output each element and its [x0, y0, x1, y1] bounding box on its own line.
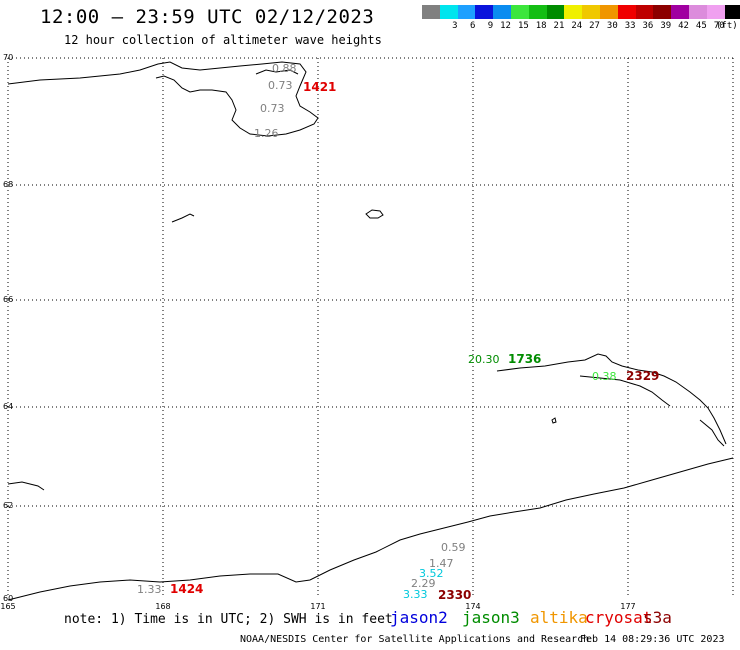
- pass-time-labels: 1421 1736 2329 2330 1424: [170, 80, 659, 602]
- satellite-legend-s3a: s3a: [643, 608, 672, 627]
- latitude-label: 62: [3, 501, 13, 510]
- coast-east-peninsula: [496, 353, 727, 445]
- wave-height-label: 2.29: [411, 577, 436, 590]
- scale-label: 24: [571, 21, 583, 31]
- island-small-b: [171, 213, 195, 223]
- coast-east-lower: [699, 419, 725, 447]
- wave-height-label: 0.73: [260, 102, 285, 115]
- island-small-c: [551, 417, 557, 424]
- scale-swatch: [457, 5, 476, 19]
- scale-swatch: [635, 5, 654, 19]
- scale-swatch: [546, 5, 565, 19]
- scale-swatch: [724, 5, 740, 19]
- scale-label: 39: [660, 21, 672, 31]
- wave-height-label: 20.30: [468, 353, 500, 366]
- pass-time-label: 2329: [626, 369, 659, 383]
- latitude-label: 66: [3, 295, 13, 304]
- wave-height-label: 1.26: [254, 127, 279, 140]
- page-subtitle: 12 hour collection of altimeter wave hei…: [64, 33, 382, 47]
- scale-swatch: [671, 5, 689, 19]
- pass-time-label: 1421: [303, 80, 336, 94]
- scale-label: 18: [535, 21, 547, 31]
- scale-swatch: [422, 5, 440, 19]
- longitude-label: 171: [310, 602, 325, 611]
- longitude-labels: 165 168 171 174 177: [0, 602, 635, 611]
- wave-height-label: 0.73: [268, 79, 293, 92]
- scale-swatch: [653, 5, 672, 19]
- pass-time-label: 2330: [438, 588, 471, 602]
- latitude-label: 64: [3, 402, 13, 411]
- wave-height-label: 1.33: [137, 583, 162, 596]
- scale-label: 12: [500, 21, 511, 31]
- color-scale-labels: 3 6 9 12 15 18 21 24 27 30 33 36 39 42 45 70: [422, 21, 740, 31]
- pass-time-label: 1736: [508, 352, 541, 366]
- scale-label: 70: [713, 21, 725, 31]
- scale-swatch: [617, 5, 636, 19]
- generated-timestamp: Feb 14 08:29:36 UTC 2023: [580, 634, 725, 645]
- latitude-label: 68: [3, 180, 13, 189]
- scale-label: 30: [606, 21, 618, 31]
- scale-label: 33: [624, 21, 636, 31]
- coastline: [7, 61, 734, 601]
- coast-east-sound: [579, 375, 671, 407]
- wave-height-label: 3.33: [403, 588, 428, 601]
- scale-label: 36: [642, 21, 654, 31]
- wave-height-label: 1.47: [429, 557, 454, 570]
- satellite-legend-cryosat: cryosat: [585, 608, 653, 627]
- scale-label: 6: [469, 21, 476, 31]
- coast-north-peninsula: [7, 61, 319, 137]
- color-scale: [422, 5, 740, 19]
- coast-north-inlet: [255, 69, 299, 75]
- longitude-label: 177: [620, 602, 635, 611]
- latitude-label: 60: [3, 594, 13, 603]
- satellite-legend-jason3: jason3: [462, 608, 520, 627]
- wave-height-label: 0.88: [272, 62, 297, 75]
- scale-label: 45: [695, 21, 707, 31]
- scale-label: 15: [517, 21, 529, 31]
- pass-time-label: 1424: [170, 582, 203, 596]
- scale-swatch: [706, 5, 725, 19]
- scale-swatch: [439, 5, 458, 19]
- scale-swatch: [564, 5, 583, 19]
- scale-swatch: [599, 5, 618, 19]
- wave-height-labels: 0.88 0.73 0.73 1.26 20.30 0.38 0.59 1.473.522.2…: [137, 62, 617, 601]
- scale-label: 9: [487, 21, 494, 31]
- footer-note: note: 1) Time is in UTC; 2) SWH is in fe…: [64, 612, 393, 627]
- scale-swatch: [493, 5, 511, 19]
- scale-swatch: [510, 5, 529, 19]
- longitude-label: 165: [0, 602, 15, 611]
- coast-southwest-fragment: [7, 481, 45, 491]
- credit-line: NOAA/NESDIS Center for Satellite Applica…: [240, 634, 590, 645]
- scale-label: 3: [452, 21, 458, 31]
- scale-label: 21: [553, 21, 565, 31]
- scale-swatch: [475, 5, 494, 19]
- satellite-legend-jason2: jason2: [390, 608, 448, 627]
- scale-swatch: [582, 5, 600, 19]
- scale-label: 42: [678, 21, 689, 31]
- wave-height-label: 0.59: [441, 541, 466, 554]
- wave-height-label: 0.38: [592, 370, 617, 383]
- scale-swatch: [528, 5, 547, 19]
- wave-height-label: 3.52: [419, 567, 444, 580]
- graticule: [7, 57, 734, 598]
- island-small-a: [365, 209, 384, 219]
- latitude-label: 70: [3, 53, 13, 62]
- scale-unit: (ft): [716, 21, 738, 31]
- longitude-label: 174: [465, 602, 480, 611]
- scale-label: 27: [589, 21, 600, 31]
- latitude-labels: 70 68 66 64 62 60: [3, 53, 13, 603]
- satellite-legend-altika: altika: [530, 608, 588, 627]
- page-title: 12:00 — 23:59 UTC 02/12/2023: [40, 6, 375, 28]
- scale-swatch: [688, 5, 707, 19]
- longitude-label: 168: [155, 602, 170, 611]
- coast-south: [7, 457, 734, 601]
